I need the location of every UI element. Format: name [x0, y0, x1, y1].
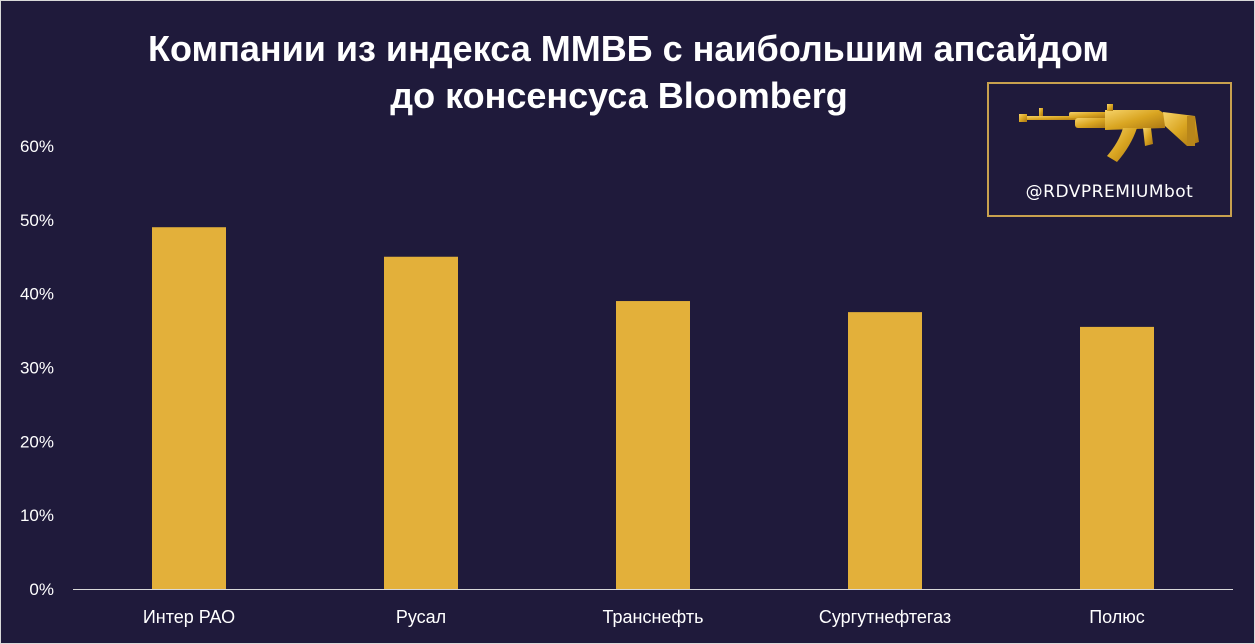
chart-title-line-1: Компании из индекса ММВБ с наибольшим ап…: [148, 28, 1109, 69]
bar: [848, 312, 922, 589]
chart-title-line-2: до консенсуса Bloomberg: [390, 75, 848, 116]
brand-handle: @RDVPREMIUMbot: [1025, 182, 1194, 202]
bar: [1080, 326, 1154, 589]
x-category-label: Транснефть: [603, 607, 704, 627]
y-tick-label: 50%: [20, 211, 54, 230]
y-tick-label: 30%: [20, 359, 54, 378]
y-tick-label: 20%: [20, 432, 54, 451]
x-category-label: Полюс: [1089, 607, 1145, 627]
y-tick-label: 40%: [20, 285, 54, 304]
x-category-label: Сургутнефтегаз: [819, 607, 951, 627]
bar: [384, 256, 458, 589]
chart-title: Компании из индекса ММВБ с наибольшим ап…: [1, 25, 1254, 119]
x-category-label: Интер РАО: [143, 607, 235, 627]
bar: [152, 227, 226, 589]
y-tick-label: 60%: [20, 137, 54, 156]
golden-rifle-icon: [1019, 104, 1199, 162]
brand-box: @RDVPREMIUMbot: [987, 82, 1232, 217]
x-category-label: Русал: [396, 607, 446, 627]
y-tick-label: 10%: [20, 506, 54, 525]
bar: [616, 301, 690, 589]
y-tick-label: 0%: [29, 580, 54, 599]
